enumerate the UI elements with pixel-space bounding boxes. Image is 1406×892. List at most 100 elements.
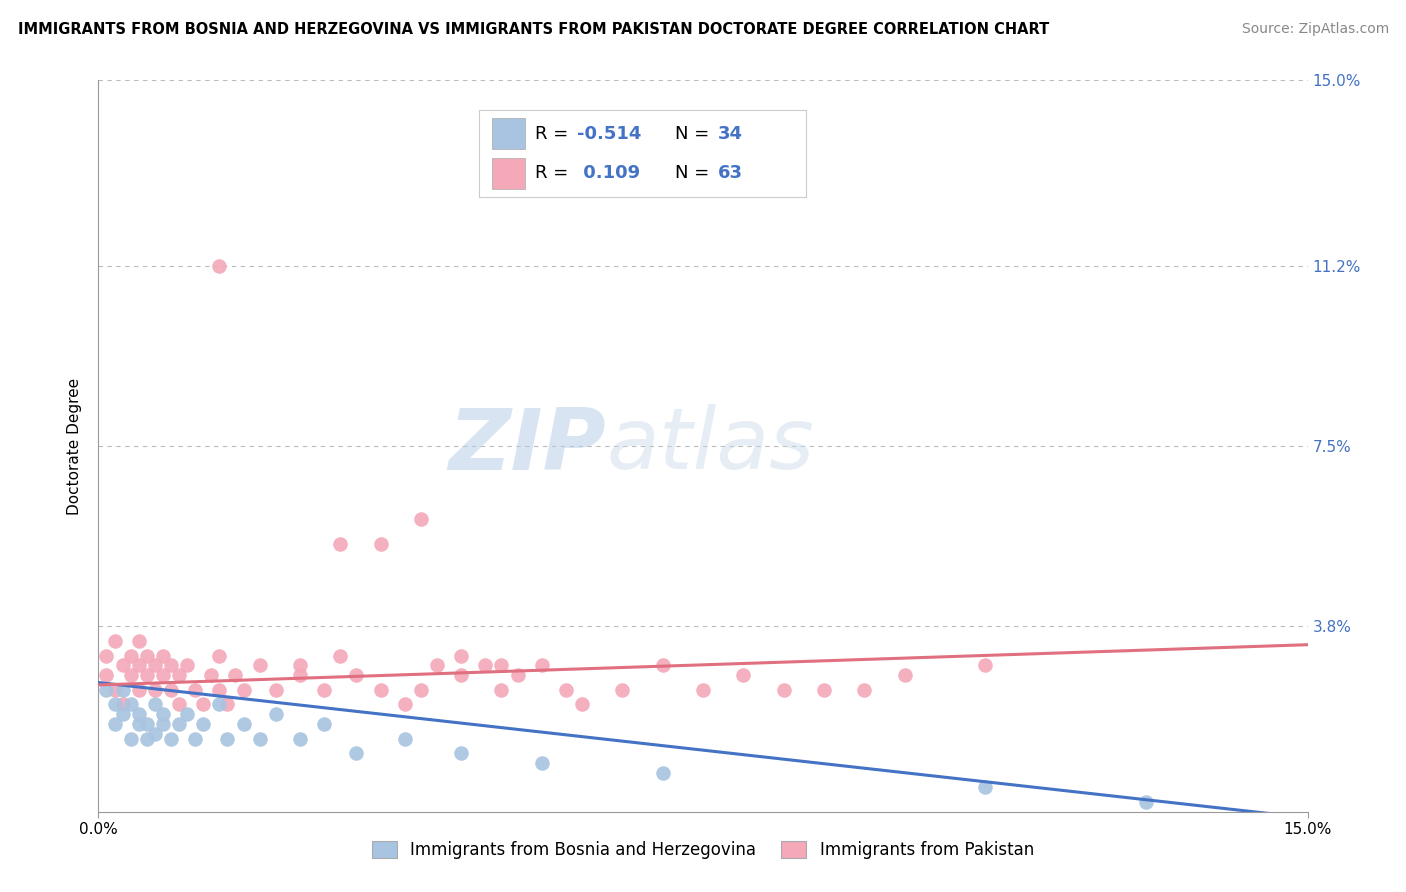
Point [96, 648, 118, 663]
Legend: Immigrants from Bosnia and Herzegovina, Immigrants from Pakistan: Immigrants from Bosnia and Herzegovina, … [366, 834, 1040, 865]
Point [555, 682, 578, 697]
Point [120, 731, 142, 746]
Point [143, 727, 166, 741]
Point [450, 668, 472, 682]
Point [167, 698, 190, 712]
Point [208, 682, 231, 697]
Point [152, 707, 174, 722]
Text: atlas: atlas [606, 404, 814, 488]
Point [249, 658, 271, 673]
Point [176, 658, 198, 673]
Point [394, 698, 416, 712]
Point [370, 682, 392, 697]
Point [135, 668, 157, 682]
Point [344, 746, 367, 760]
Point [974, 780, 997, 795]
Point [344, 668, 367, 682]
Point [120, 698, 142, 712]
Point [193, 717, 215, 731]
Point [208, 698, 231, 712]
Point [612, 682, 634, 697]
Point [651, 658, 673, 673]
Point [160, 682, 183, 697]
Point [264, 682, 287, 697]
Point [103, 717, 125, 731]
Point [208, 259, 231, 273]
Point [772, 682, 794, 697]
Point [135, 648, 157, 663]
Point [314, 717, 336, 731]
Point [474, 658, 496, 673]
Point [506, 668, 529, 682]
Point [217, 731, 239, 746]
Point [232, 717, 254, 731]
Point [167, 717, 190, 731]
Point [224, 668, 246, 682]
Point [426, 658, 449, 673]
Point [249, 731, 271, 746]
Point [974, 658, 997, 673]
Point [409, 682, 432, 697]
Point [893, 668, 915, 682]
Point [1135, 795, 1157, 809]
Point [232, 682, 254, 697]
Point [160, 658, 183, 673]
Point [571, 698, 593, 712]
Point [733, 668, 755, 682]
Point [103, 698, 125, 712]
Point [329, 536, 352, 550]
Point [152, 717, 174, 731]
Point [111, 707, 134, 722]
Point [530, 658, 553, 673]
Point [208, 648, 231, 663]
Point [184, 731, 207, 746]
Point [329, 648, 352, 663]
Point [152, 668, 174, 682]
Point [128, 717, 150, 731]
Point [450, 746, 472, 760]
Text: IMMIGRANTS FROM BOSNIA AND HERZEGOVINA VS IMMIGRANTS FROM PAKISTAN DOCTORATE DEG: IMMIGRANTS FROM BOSNIA AND HERZEGOVINA V… [18, 22, 1049, 37]
Point [853, 682, 876, 697]
Text: Source: ZipAtlas.com: Source: ZipAtlas.com [1241, 22, 1389, 37]
Point [103, 634, 125, 648]
Point [530, 756, 553, 770]
Point [135, 731, 157, 746]
Text: ZIP: ZIP [449, 404, 606, 488]
Point [96, 668, 118, 682]
Point [128, 682, 150, 697]
Point [111, 682, 134, 697]
Point [217, 698, 239, 712]
Point [288, 668, 311, 682]
Point [152, 648, 174, 663]
Point [96, 682, 118, 697]
Point [120, 648, 142, 663]
Point [128, 658, 150, 673]
Point [409, 512, 432, 526]
Point [692, 682, 714, 697]
Point [143, 682, 166, 697]
Point [813, 682, 835, 697]
Point [394, 731, 416, 746]
Point [120, 668, 142, 682]
Point [370, 536, 392, 550]
Point [288, 658, 311, 673]
Point [111, 698, 134, 712]
Point [111, 658, 134, 673]
Point [491, 658, 513, 673]
Point [143, 698, 166, 712]
Point [128, 707, 150, 722]
Point [167, 668, 190, 682]
Point [193, 698, 215, 712]
Point [184, 682, 207, 697]
Point [264, 707, 287, 722]
Point [143, 658, 166, 673]
Point [314, 682, 336, 697]
Point [128, 634, 150, 648]
Point [491, 682, 513, 697]
Point [176, 707, 198, 722]
Point [103, 682, 125, 697]
Point [160, 731, 183, 746]
Point [651, 765, 673, 780]
Point [450, 648, 472, 663]
Point [200, 668, 222, 682]
